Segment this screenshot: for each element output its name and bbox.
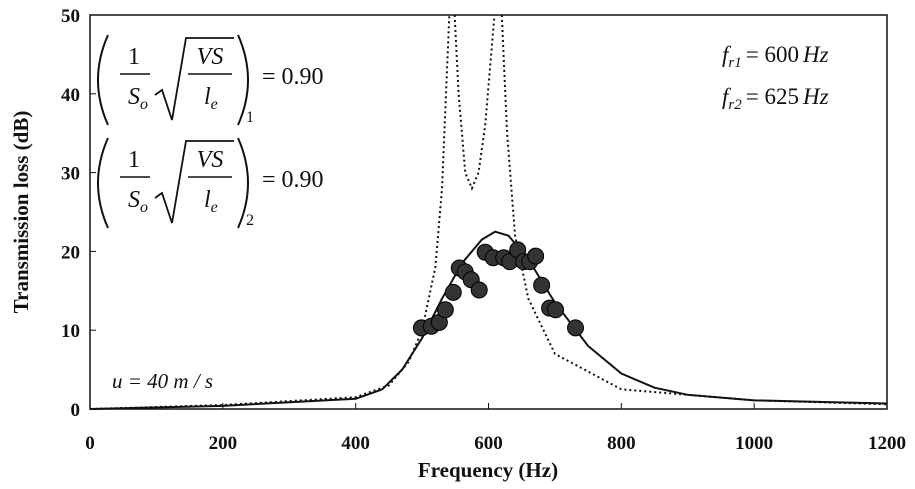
- flow-label: u = 40 m / s: [112, 369, 213, 393]
- formula-value: = 0.90: [262, 64, 324, 90]
- formula-1: 1 So VS le 1 = 0.90: [97, 34, 324, 126]
- numerator: 1: [128, 147, 140, 173]
- series-line: [89, 230, 888, 410]
- y-axis-title: Transmission loss (dB): [9, 111, 33, 314]
- x-tick-label: 1000: [735, 433, 773, 454]
- data-point: [527, 247, 545, 265]
- data-point: [436, 301, 454, 319]
- y-tick-label: 0: [71, 400, 81, 421]
- data-point: [533, 276, 551, 294]
- denominator: So: [128, 84, 148, 113]
- numerator: 1: [128, 44, 140, 70]
- root-bottom: le: [204, 187, 218, 216]
- formula-value: = 0.90: [262, 167, 324, 193]
- series-line: [89, 14, 888, 410]
- data-point: [470, 281, 488, 299]
- formula-2: 1 So VS le 2 = 0.90: [97, 137, 324, 229]
- x-tick-label: 600: [474, 433, 503, 454]
- x-tick-label: 200: [209, 433, 238, 454]
- root-bottom: le: [204, 84, 218, 113]
- data-point: [444, 283, 462, 301]
- y-tick-label: 20: [61, 242, 80, 263]
- data-point: [567, 319, 585, 337]
- data-point: [547, 301, 565, 319]
- y-tick-label: 40: [61, 85, 80, 106]
- root-top: VS: [197, 44, 224, 70]
- x-axis-title: Frequency (Hz): [418, 458, 558, 482]
- x-tick-label: 400: [341, 433, 370, 454]
- root-top: VS: [197, 147, 224, 173]
- frequency-label: fr1 = 600 Hz: [722, 42, 829, 71]
- formula-index: 1: [246, 109, 254, 126]
- formula-index: 2: [246, 212, 254, 229]
- y-tick-label: 10: [61, 321, 80, 342]
- x-tick-label: 1200: [868, 433, 906, 454]
- x-tick-label: 0: [85, 433, 95, 454]
- y-tick-label: 30: [61, 164, 80, 185]
- y-tick-label: 50: [61, 6, 80, 27]
- denominator: So: [128, 187, 148, 216]
- frequency-label: fr2 = 625 Hz: [722, 84, 829, 113]
- x-tick-label: 800: [607, 433, 636, 454]
